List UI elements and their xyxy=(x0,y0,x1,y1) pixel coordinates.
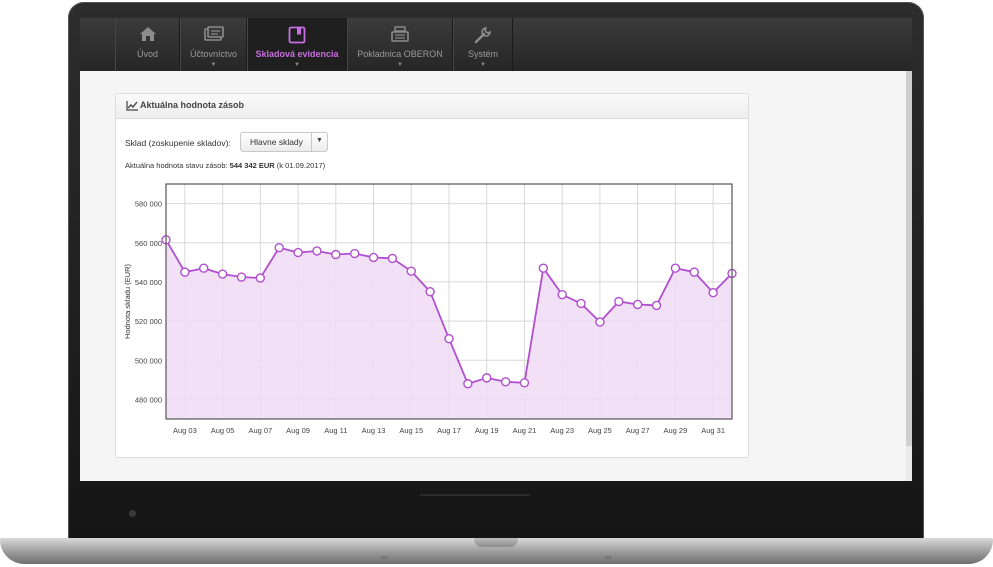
status-date: (k 01.09.2017) xyxy=(276,161,326,170)
stock-value-chart: 480 000 500 000 520 000 540 000 560 000 580 0… xyxy=(123,183,737,435)
data-point xyxy=(406,266,416,276)
nav-item-pokladnica-oberon[interactable]: Pokladnica OBERON ▼ xyxy=(347,18,453,71)
plot-border xyxy=(165,183,733,420)
area-fill xyxy=(166,239,732,419)
data-point xyxy=(538,263,549,273)
y-tick-label: 480 000 xyxy=(135,395,162,404)
accounting-icon xyxy=(203,26,224,41)
y-tick-label: 540 000 xyxy=(135,278,162,287)
cash-register-icon xyxy=(391,26,409,42)
data-point xyxy=(614,296,624,307)
y-tick-label: 560 000 xyxy=(135,239,162,248)
nav-label: Úvod xyxy=(136,49,158,59)
data-point xyxy=(557,289,567,300)
x-tick-label: Aug 09 xyxy=(286,426,310,435)
data-point xyxy=(708,287,718,298)
data-point xyxy=(368,252,379,263)
stock-value-panel: Aktuálna hodnota zásob Sklad (zoskupenie… xyxy=(115,93,749,458)
status-prefix: Aktuálna hodnota stavu zásob: xyxy=(125,161,228,170)
x-tick-label: Aug 31 xyxy=(701,426,725,435)
y-tick-label: 500 000 xyxy=(135,356,162,365)
warehouse-select[interactable]: Hlavne sklady ▼ xyxy=(240,132,328,152)
data-point xyxy=(463,379,473,389)
x-tick-label: Aug 07 xyxy=(248,426,272,435)
chevron-down-icon: ▼ xyxy=(294,62,300,68)
x-tick-label: Aug 13 xyxy=(362,426,386,435)
home-icon xyxy=(139,27,156,41)
data-point xyxy=(312,246,322,256)
data-point xyxy=(519,378,530,388)
data-point xyxy=(689,267,699,277)
data-point xyxy=(500,377,511,387)
vertical-scrollbar[interactable] xyxy=(906,71,912,446)
data-point xyxy=(576,298,586,309)
data-point xyxy=(595,317,605,327)
nav-label: Účtovníctvo xyxy=(189,49,238,59)
y-tick-label: 520 000 xyxy=(135,317,162,326)
wrench-icon xyxy=(474,27,491,44)
chevron-down-icon: ▼ xyxy=(480,62,486,68)
nav-label: Pokladnica OBERON xyxy=(357,49,443,59)
top-navigation: Úvod Účtovníctvo ▼ Skladová evidencia ▼ xyxy=(80,18,912,71)
app-screen: Úvod Účtovníctvo ▼ Skladová evidencia ▼ xyxy=(80,18,912,481)
data-point xyxy=(670,263,681,273)
select-divider xyxy=(311,133,312,151)
chevron-down-icon: ▼ xyxy=(397,62,403,68)
chevron-down-icon: ▼ xyxy=(316,137,323,144)
x-tick-label: Aug 27 xyxy=(626,426,650,435)
main-content: Aktuálna hodnota zásob Sklad (zoskupenie… xyxy=(80,71,906,481)
y-axis-label: Hodnota skladu (EUR) xyxy=(123,263,132,339)
warehouse-book-icon xyxy=(288,26,306,44)
nav-label: Skladová evidencia xyxy=(255,49,339,59)
data-point xyxy=(632,299,643,310)
warehouse-select-value: Hlavne sklady xyxy=(250,137,303,147)
data-point xyxy=(444,334,454,344)
panel-heading: Aktuálna hodnota zásob xyxy=(116,94,748,119)
laptop-foot xyxy=(380,556,388,559)
laptop-notch xyxy=(474,538,518,547)
x-tick-label: Aug 23 xyxy=(550,426,574,435)
data-point xyxy=(180,267,190,277)
x-tick-label: Aug 25 xyxy=(588,426,612,435)
x-tick-label: Aug 03 xyxy=(173,426,197,435)
data-point xyxy=(482,373,492,383)
nav-label: Systém xyxy=(467,49,498,59)
stock-value-status: Aktuálna hodnota stavu zásob: 544 342 EU… xyxy=(125,161,325,170)
data-point xyxy=(274,242,284,253)
data-point xyxy=(331,249,341,260)
laptop-camera xyxy=(129,510,136,517)
chevron-down-icon: ▼ xyxy=(210,62,217,68)
x-tick-label: Aug 19 xyxy=(475,426,499,435)
nav-item-skladova-evidencia[interactable]: Skladová evidencia ▼ xyxy=(247,18,347,71)
status-value: 544 342 EUR xyxy=(229,161,275,170)
data-point xyxy=(349,248,360,259)
data-point xyxy=(293,247,303,258)
data-point xyxy=(255,273,266,283)
laptop-foot xyxy=(604,556,612,559)
x-tick-label: Aug 15 xyxy=(399,426,423,435)
y-tick-label: 580 000 xyxy=(135,200,162,209)
data-point xyxy=(387,253,398,264)
x-tick-label: Aug 17 xyxy=(437,426,461,435)
x-tick-label: Aug 29 xyxy=(664,426,688,435)
laptop-bezel-line xyxy=(420,494,530,496)
x-tick-label: Aug 21 xyxy=(513,426,537,435)
data-point xyxy=(199,263,209,273)
nav-item-uctovnictvo[interactable]: Účtovníctvo ▼ xyxy=(180,18,247,71)
data-point xyxy=(236,272,247,282)
nav-item-uvod[interactable]: Úvod xyxy=(115,18,180,71)
line-chart-icon xyxy=(126,101,138,111)
warehouse-filter-label: Sklad (zoskupenie skladov): xyxy=(125,138,231,148)
data-point xyxy=(217,269,228,279)
panel-title: Aktuálna hodnota zásob xyxy=(140,100,245,110)
nav-item-system[interactable]: Systém ▼ xyxy=(453,18,513,71)
x-tick-label: Aug 11 xyxy=(324,426,347,435)
x-tick-label: Aug 05 xyxy=(211,426,235,435)
data-point xyxy=(651,300,662,311)
data-point xyxy=(425,287,435,297)
